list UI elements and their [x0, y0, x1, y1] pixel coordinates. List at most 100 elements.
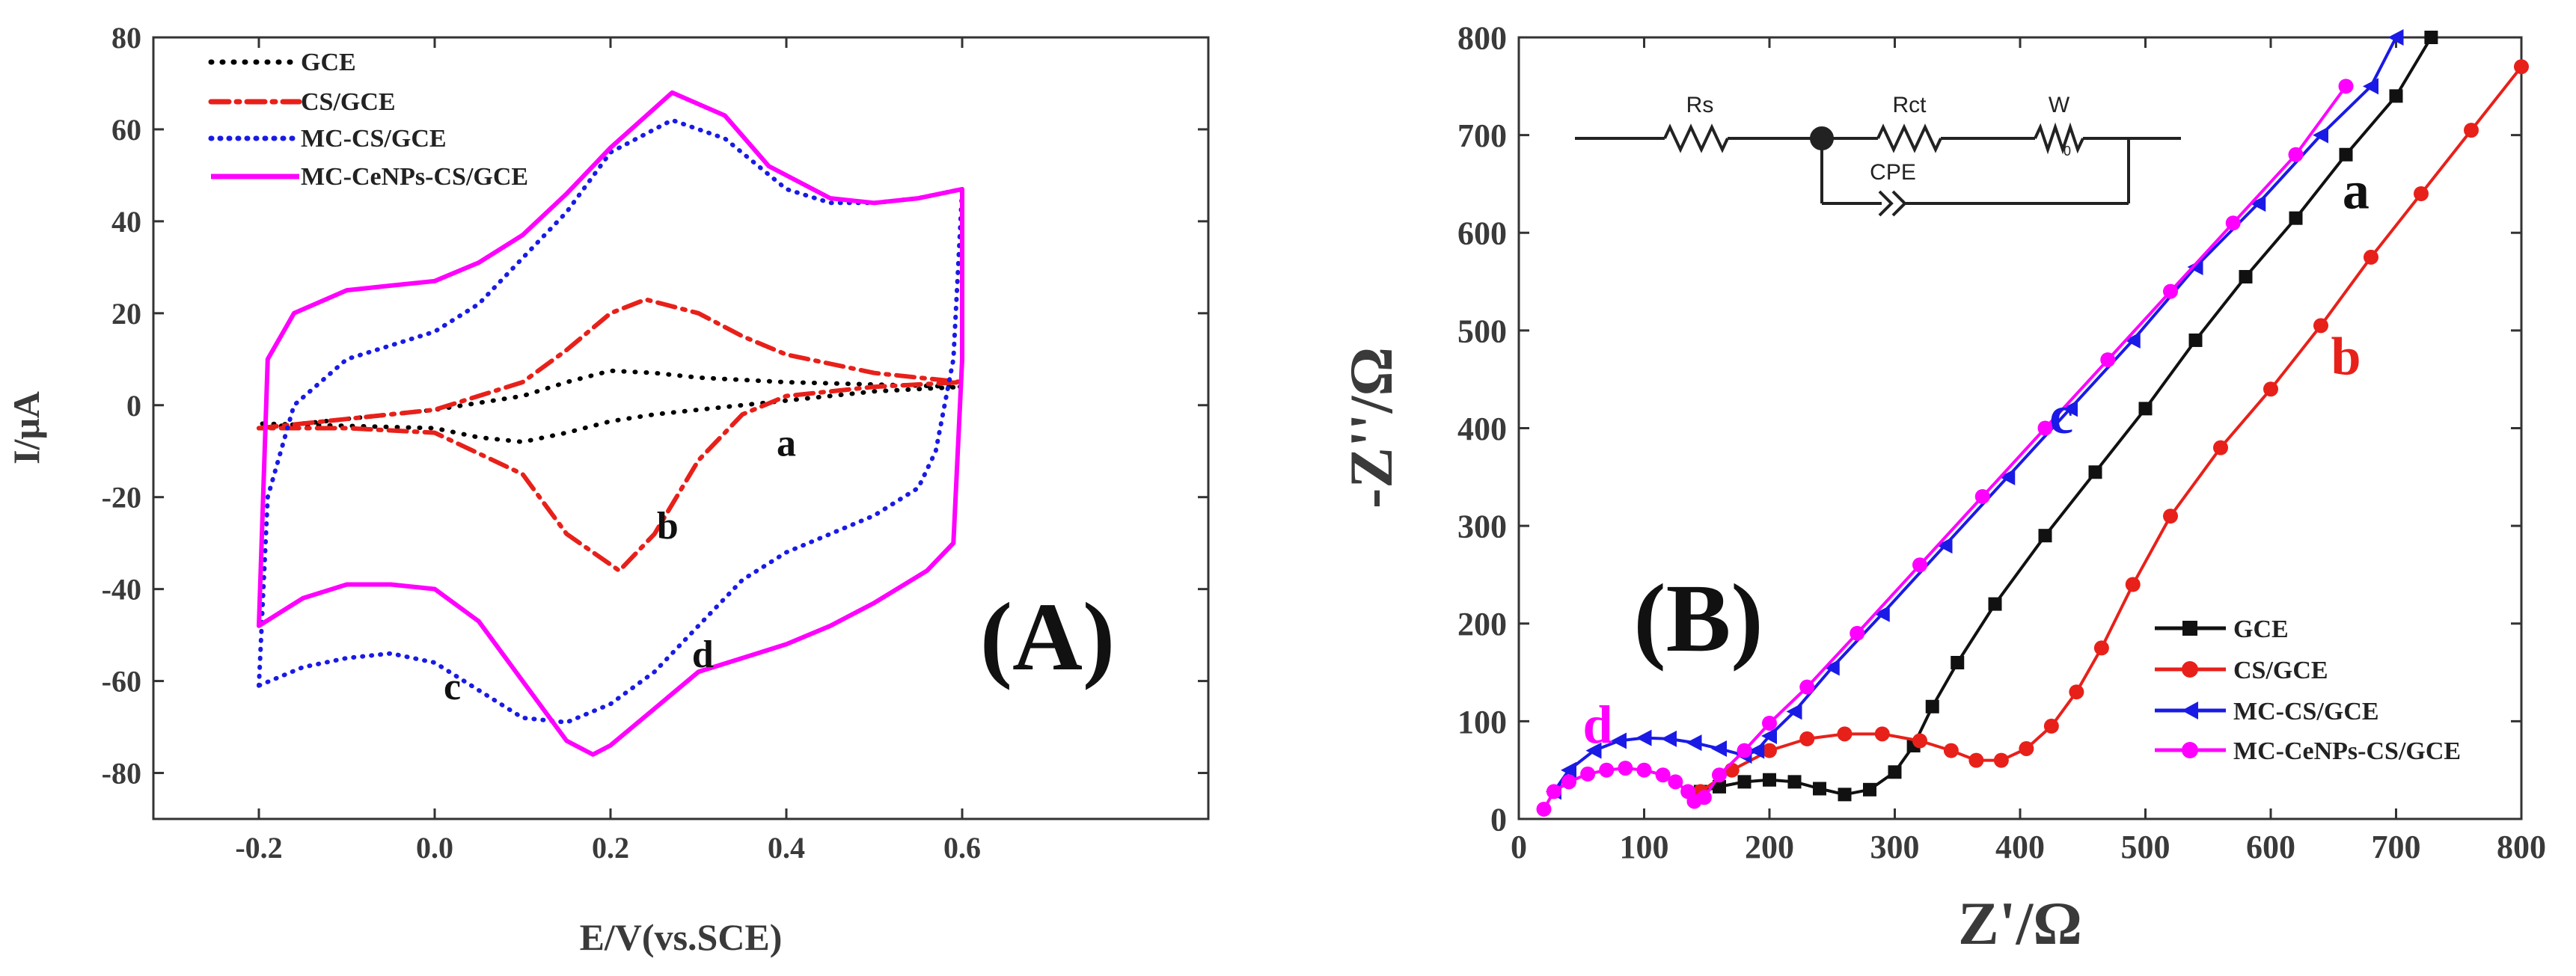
equivalent-circuit-inset: [1575, 122, 2181, 217]
panel-b-point-mc-cenps-cs-gce: [2225, 215, 2241, 231]
panel-b-point-gce: [2389, 89, 2403, 103]
panel-b-point-gce: [2239, 270, 2253, 284]
circuit-label-w-subscript: 0: [2063, 144, 2071, 159]
panel-b-point-gce: [2289, 211, 2303, 225]
panel-a-y-tick-label: 20: [111, 297, 141, 331]
legend-b-cs-gce-marker: [2182, 661, 2198, 678]
panel-b-x-tick-label: 500: [2121, 829, 2170, 865]
panel-b-point-mc-cenps-cs-gce: [1536, 801, 1552, 817]
panel-b-y-tick-label: 700: [1457, 117, 1507, 154]
panel-b-point-cs-gce: [2364, 249, 2378, 265]
panel-a-series-mc-cenps-cs-gce: [257, 90, 964, 757]
panel-b-x-axis-title: Z'/Ω: [1958, 889, 2082, 957]
panel-b-point-cs-gce: [1799, 731, 1815, 746]
legend-a-mc-cenps-label: MC-CeNPs-CS/GCE: [301, 163, 528, 191]
panel-b-y-tick-label: 200: [1457, 606, 1507, 642]
panel-b-point-mc-cenps-cs-gce: [1696, 790, 1712, 805]
panel-b-y-tick-label: 500: [1457, 313, 1507, 349]
panel-b-point-gce: [2138, 402, 2153, 416]
panel-a-y-tick-label: -20: [102, 481, 141, 515]
panel-b-point-mc-cs-gce: [1823, 659, 1840, 676]
panel-b-annotations: a b c d: [1583, 161, 2370, 755]
panel-b-y-tick-label: 0: [1490, 801, 1507, 838]
legend-b-mc-cs-gce-marker: [2182, 702, 2198, 719]
panel-b-point-cs-gce: [2019, 740, 2034, 756]
panel-b-point-gce: [1787, 775, 1802, 789]
legend-a-mc-cs-gce-label: MC-CS/GCE: [301, 125, 447, 153]
panel-b-point-mc-cs-gce: [1611, 732, 1627, 749]
panel-b-point-mc-cenps-cs-gce: [1561, 774, 1576, 790]
panel-a-x-tick-label: 0.0: [416, 831, 453, 865]
panel-b-point-gce: [2424, 31, 2438, 44]
panel-b-curve-label-a: a: [2343, 161, 2370, 221]
panel-b-legend: GCE CS/GCE MC-CS/GCE MC-CeNPs-CS/GCE: [2155, 616, 2461, 765]
panel-b-point-gce: [1863, 782, 1876, 797]
panel-a-frame: [152, 36, 1210, 820]
panel-a-y-tick-label: 60: [111, 113, 141, 147]
legend-b-mc-cenps-label: MC-CeNPs-CS/GCE: [2233, 737, 2461, 765]
panel-a-curve-label-b: b: [657, 505, 679, 547]
panel-a-x-tick-label: -0.2: [235, 831, 282, 865]
panel-b-point-mc-cenps-cs-gce: [1668, 774, 1683, 790]
circuit-label-cpe: CPE: [1870, 160, 1916, 185]
panel-b-point-cs-gce: [1837, 726, 1853, 742]
legend-b-mc-cenps-marker: [2182, 742, 2198, 758]
panel-b-point-gce: [1737, 775, 1752, 789]
panel-b-point-mc-cs-gce: [1936, 537, 1953, 554]
panel-b-point-cs-gce: [2464, 123, 2479, 138]
panel-b-point-mc-cenps-cs-gce: [1712, 767, 1727, 783]
panel-a-y-axis-title: I/μA: [5, 391, 47, 464]
panel-b-y-axis-title: -Z''/Ω: [1337, 347, 1405, 509]
panel-a-ticks: -0.2 0.0 0.2 0.4 0.6 -80 -60 -40 -20 0 20 40 60 80: [102, 21, 1208, 865]
panel-b-x-tick-label: 300: [1870, 829, 1920, 865]
panel-a-y-tick-label: -80: [102, 757, 141, 791]
circuit-cpe-plate-1: [1878, 190, 1894, 217]
panel-b-point-mc-cs-gce: [1873, 605, 1890, 622]
circuit-label-w: W: [2049, 93, 2070, 117]
panel-b-point-mc-cs-gce: [1749, 742, 1765, 759]
panel-a-curve-label-c: c: [444, 666, 461, 708]
panel-b-point-mc-cs-gce: [2363, 78, 2378, 95]
panel-b-point-mc-cs-gce: [2062, 400, 2078, 417]
panel-b-series-gce: [1698, 36, 2433, 797]
panel-b-point-mc-cs-gce: [1761, 727, 1777, 744]
panel-b-ticks: 0 100 200 300 400 500 600 700 800 0 100 200 300 400 50…: [1457, 19, 2546, 865]
panel-a-y-tick-label: 80: [111, 21, 141, 55]
panel-b-point-mc-cs-gce: [2187, 258, 2203, 275]
panel-b-point-mc-cs-gce: [1636, 729, 1652, 746]
panel-b-point-cs-gce: [2514, 59, 2529, 75]
panel-b-point-mc-cenps-cs-gce: [1737, 743, 1752, 758]
panel-b-point-mc-cs-gce: [2124, 331, 2141, 349]
panel-b-point-mc-cs-gce: [1661, 730, 1677, 747]
panel-a-series-gce: [257, 368, 964, 444]
panel-b-point-gce: [1888, 765, 1902, 779]
legend-b-mc-cs-gce-label: MC-CS/GCE: [2233, 698, 2379, 725]
panel-b-point-mc-cenps-cs-gce: [1850, 625, 1865, 641]
panel-b-point-mc-cs-gce: [2313, 126, 2328, 144]
panel-b-point-cs-gce: [1762, 743, 1777, 758]
panel-b-x-tick-label: 700: [2372, 829, 2421, 865]
circuit-label-rs: Rs: [1686, 93, 1714, 117]
panel-b-point-mc-cs-gce: [2387, 29, 2404, 46]
panel-b-point-cs-gce: [2093, 640, 2109, 656]
panel-a-series: [257, 90, 964, 757]
panel-b-y-tick-label: 400: [1457, 411, 1507, 447]
panel-b-point-mc-cs-gce: [2250, 195, 2266, 212]
legend-b-gce-marker: [2182, 621, 2197, 636]
panel-b-point-mc-cenps-cs-gce: [1580, 766, 1596, 782]
panel-b-point-cs-gce: [2263, 381, 2278, 397]
panel-b-point-gce: [2339, 147, 2353, 162]
panel-a-y-tick-label: -40: [102, 573, 141, 607]
panel-b-point-mc-cs-gce: [1561, 761, 1576, 779]
panel-b-point-cs-gce: [2313, 318, 2328, 334]
legend-b-cs-gce-label: CS/GCE: [2233, 657, 2328, 684]
panel-b-point-mc-cenps-cs-gce: [1546, 784, 1561, 799]
panel-b-point-mc-cenps-cs-gce: [1599, 762, 1615, 778]
panel-b-x-tick-label: 0: [1511, 829, 1527, 865]
panel-b-point-mc-cenps-cs-gce: [2100, 352, 2116, 368]
panel-a-x-axis-title: E/V(vs.SCE): [580, 916, 783, 958]
panel-a-y-tick-label: -60: [102, 665, 141, 699]
panel-a-curve-label-a: a: [777, 422, 796, 464]
panel-b-point-mc-cenps-cs-gce: [2037, 420, 2053, 436]
